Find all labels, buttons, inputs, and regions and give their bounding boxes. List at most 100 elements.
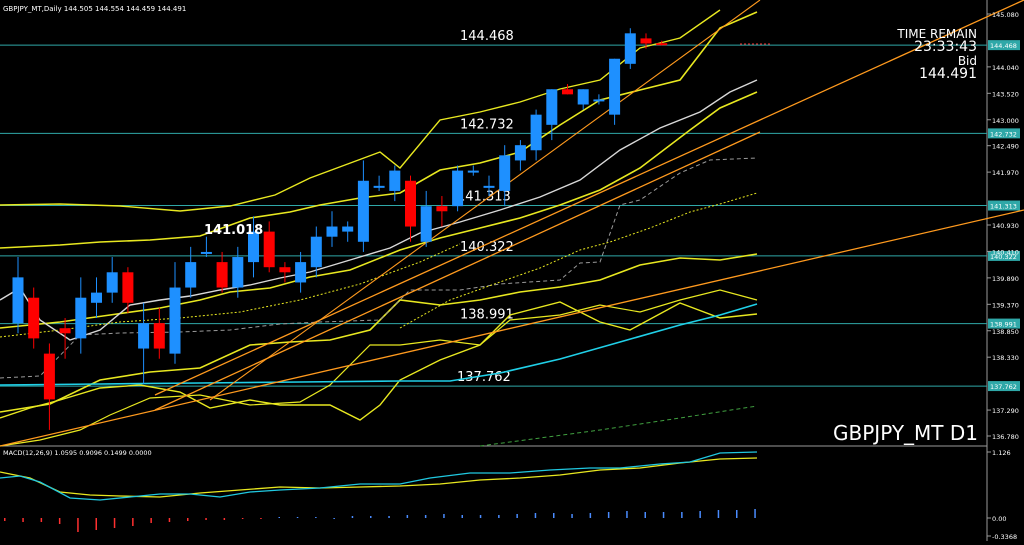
price-tick-label: 139.890 [992, 275, 1019, 283]
candle-body [43, 353, 55, 400]
candle-body [357, 180, 369, 242]
macd-histogram-bar [315, 517, 317, 518]
dashed-grey-line [0, 157, 758, 379]
candle-body [326, 226, 338, 237]
candle-body [577, 89, 589, 105]
candle-body [593, 99, 605, 102]
candle-body [483, 185, 495, 188]
price-tick-label: 143.000 [992, 117, 1019, 125]
macd-histogram-bar [626, 511, 628, 518]
trendline-long [0, 209, 1024, 447]
candle-body [624, 33, 636, 64]
candle-body [263, 231, 275, 268]
bid-value: 144.491 [919, 66, 977, 82]
macd-histogram-bar [4, 518, 6, 521]
candle-body [656, 43, 668, 46]
candle-body [12, 277, 24, 324]
price-tick-label: 136.780 [992, 433, 1019, 441]
price-tick-label: 138.850 [992, 328, 1019, 336]
middle-band [0, 91, 758, 329]
macd-histogram-bar [736, 510, 738, 518]
cyan-moving-average [0, 303, 758, 386]
macd-histogram-bar [644, 512, 646, 518]
dotted-yellow-line [399, 192, 758, 329]
macd-histogram-bar [278, 517, 280, 518]
level-price-tag-text: 144.468 [990, 42, 1017, 50]
candle-body [499, 155, 511, 191]
lower-band-outer [0, 301, 758, 421]
trendline-lower [154, 131, 761, 411]
candle-body [153, 323, 165, 349]
candle-body [75, 297, 87, 339]
macd-tick-label: 1.126 [992, 449, 1011, 457]
macd-histogram-bar [150, 518, 152, 523]
price-tick-label: 139.370 [992, 301, 1019, 309]
upper-band-outer [0, 9, 721, 212]
candle-body [185, 262, 197, 288]
candle-body [232, 257, 244, 288]
price-tick-label: 140.410 [992, 248, 1019, 256]
candle-body [91, 292, 102, 303]
level-price-tag-text: 138.991 [990, 321, 1017, 329]
candle-body [405, 180, 416, 227]
macd-tick-label: -0.3368 [992, 533, 1017, 541]
candle-body [279, 267, 291, 273]
level-price-tag [988, 250, 1020, 261]
macd-histogram-bar [95, 518, 97, 530]
price-tick-label: 145.080 [992, 11, 1019, 19]
macd-histogram-bar [77, 518, 79, 532]
level-price-tag-text: 140.322 [990, 253, 1017, 261]
macd-histogram-bar [58, 518, 61, 524]
candle-body [216, 262, 228, 288]
level-price-tag [988, 200, 1020, 211]
macd-histogram-bar [461, 515, 463, 518]
bid-label: Bid [958, 54, 977, 68]
candle-body [562, 89, 573, 95]
macd-histogram-bar [479, 515, 482, 518]
macd-histogram-bar [717, 510, 720, 518]
symbol-timeframe-label: GBPJPY_MT D1 [833, 421, 978, 445]
macd-histogram-bar [260, 518, 262, 519]
level-price-tag [988, 318, 1020, 329]
macd-histogram-bar [553, 513, 555, 518]
level-price-tag-text: 141.313 [990, 203, 1017, 211]
macd-histogram-bar [534, 513, 537, 518]
candle-body [609, 58, 621, 115]
dashed-green-line [479, 405, 758, 447]
macd-histogram-bar [699, 511, 701, 518]
level-price-tag-text: 137.762 [990, 383, 1017, 391]
candle-body [200, 251, 212, 254]
level-label: 141.313 [457, 190, 511, 205]
candle-body [436, 206, 448, 212]
macd-label: MACD(12,26,9) 1.0595 0.9096 0.1499 0.000… [3, 449, 152, 457]
candle-body [138, 323, 150, 349]
candle-body [310, 236, 322, 268]
macd-histogram-bar [443, 514, 445, 518]
macd-histogram-bar [223, 518, 226, 520]
white-moving-average [0, 79, 758, 341]
macd-histogram-bar [22, 518, 24, 522]
candle-body [546, 89, 558, 125]
candle-body [295, 262, 307, 283]
macd-histogram-bar [168, 518, 171, 522]
level-price-tag [988, 128, 1020, 139]
candle-body [420, 206, 432, 242]
macd-signal-line [0, 457, 758, 498]
candle-body [169, 287, 181, 354]
candle-body [530, 114, 542, 151]
time-remain-value: 23:33:43 [914, 39, 977, 55]
level-label: 142.732 [460, 117, 514, 132]
macd-histogram-bar [40, 518, 43, 522]
price-tick-label: 142.490 [992, 143, 1019, 151]
macd-tick-label: 0.00 [992, 515, 1006, 523]
macd-histogram-bar [406, 515, 409, 518]
macd-histogram-bar [388, 516, 390, 518]
candle-body [248, 231, 259, 263]
level-price-tag [988, 40, 1020, 51]
price-tick-label: 138.330 [992, 354, 1019, 362]
lower-band-inner [0, 253, 758, 413]
bollinger-lower-far [0, 289, 758, 447]
macd-histogram-bar [589, 513, 592, 518]
macd-histogram-bar [351, 516, 354, 518]
